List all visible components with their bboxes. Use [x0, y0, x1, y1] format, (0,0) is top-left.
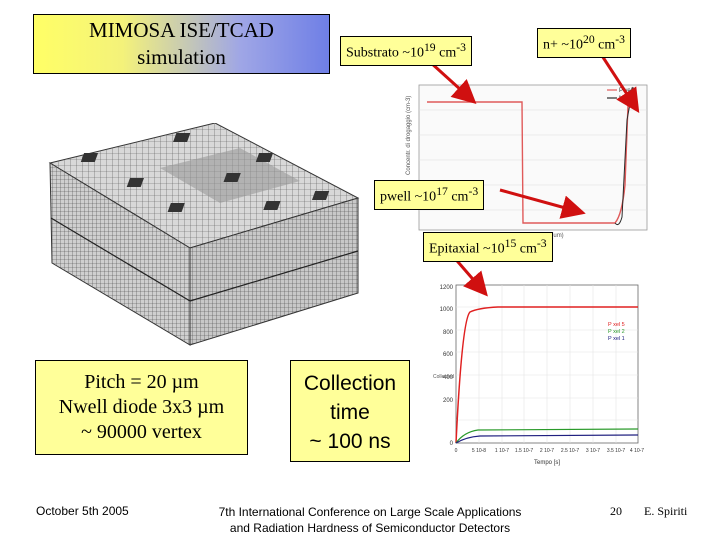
title-line2: simulation	[137, 45, 226, 69]
pitch-line3: ~ 90000 vertex	[81, 421, 202, 443]
y-tick: 800	[443, 330, 454, 336]
footer-date: October 5th 2005	[36, 504, 129, 518]
epitaxial-text: Epitaxial ~10	[429, 241, 505, 257]
collection-line3: ~ 100 ns	[309, 430, 391, 453]
nplus-unit: cm	[594, 37, 616, 53]
nplus-exp: 20	[582, 33, 595, 46]
x-tick: 1 10-7	[495, 448, 509, 454]
pwell-exp: 17	[436, 185, 448, 198]
title-box: MIMOSA ISE/TCAD simulation	[33, 14, 330, 74]
x-tick: 3.5 10-7	[607, 448, 626, 454]
mesh-illustration	[48, 123, 360, 346]
substrato-unit-exp: -3	[456, 41, 466, 54]
nplus-text: n+ ~10	[543, 37, 583, 53]
conference-line1: 7th International Conference on Large Sc…	[218, 505, 522, 519]
x-tick: 4 10-7	[630, 448, 644, 454]
series-3-curve	[455, 434, 639, 444]
epitaxial-unit: cm	[516, 241, 537, 257]
x-tick: 0	[455, 448, 458, 454]
y-tick: 1000	[440, 307, 454, 313]
arrow-nplus	[595, 47, 640, 114]
doping-ylabel: Concentr. di drogaggio (cm-3)	[406, 96, 412, 175]
legend-series-2: P xel 2	[608, 329, 625, 335]
substrato-exp: 19	[423, 41, 436, 54]
nplus-label: n+ ~1020 cm-3	[537, 28, 631, 58]
x-tick: 1.5 10-7	[515, 448, 534, 454]
x-tick: 3 10-7	[586, 448, 600, 454]
x-tick: 5 10-8	[472, 448, 486, 454]
substrato-text: Substrato ~10	[346, 45, 424, 61]
pitch-line1: Pitch = 20 µm	[84, 371, 199, 393]
pwell-text: pwell ~10	[380, 189, 437, 205]
footer-conference: 7th International Conference on Large Sc…	[200, 504, 540, 536]
y-tick: 1200	[440, 285, 454, 291]
x-tick: 2.5 10-7	[561, 448, 580, 454]
y-tick: 600	[443, 352, 454, 358]
collection-plot: 1200 1000 800 600 400 200 0 Collected 0 …	[408, 280, 648, 470]
y-tick: 200	[443, 398, 454, 404]
collection-ylabel: Collected	[433, 374, 454, 380]
nplus-unit-exp: -3	[615, 33, 625, 46]
arrow-pwell	[499, 188, 586, 219]
title-line1: MIMOSA ISE/TCAD	[89, 18, 274, 42]
epitaxial-exp: 15	[504, 237, 517, 250]
legend-series-1: P xel 5	[608, 322, 625, 328]
collection-line1: Collection	[303, 372, 397, 395]
collection-xlabel: Tempo [s]	[534, 460, 560, 466]
pwell-curve	[427, 86, 634, 224]
y-tick: 400	[443, 375, 454, 381]
conference-line2: and Radiation Hardness of Semiconductor …	[229, 521, 511, 535]
legend-series-3: P xel 1	[608, 336, 625, 342]
series-1-curve	[455, 306, 638, 444]
footer-author: E. Spiriti	[644, 504, 688, 518]
x-tick: 2 10-7	[540, 448, 554, 454]
arrow-substrato	[428, 60, 477, 105]
epitaxial-label: Epitaxial ~1015 cm-3	[423, 232, 553, 262]
substrato-unit: cm	[435, 45, 457, 61]
collection-line2: time	[330, 401, 370, 424]
substrato-label: Substrato ~1019 cm-3	[340, 36, 472, 66]
pitch-box: Pitch = 20 µm Nwell diode 3x3 µm ~ 90000…	[35, 360, 248, 455]
pwell-unit: cm	[447, 189, 469, 205]
nwell-curve	[614, 86, 634, 225]
pwell-unit-exp: -3	[468, 185, 479, 198]
y-tick: 0	[450, 441, 454, 447]
pwell-label: pwell ~1017 cm-3	[374, 180, 485, 210]
collection-time-box: Collection time ~ 100 ns	[290, 360, 410, 462]
pitch-line2: Nwell diode 3x3 µm	[58, 396, 225, 418]
doping-plot: Concentr. di drogaggio (cm-3) Spessore S…	[397, 65, 662, 240]
epitaxial-unit-exp: -3	[536, 237, 547, 250]
footer-page: 20	[610, 504, 622, 518]
series-2-curve	[455, 428, 639, 444]
